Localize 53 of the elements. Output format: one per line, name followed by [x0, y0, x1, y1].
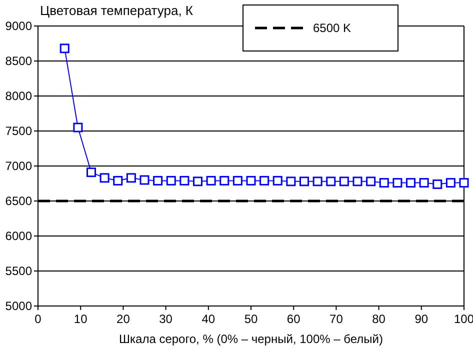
y-tick-label: 5000	[5, 299, 32, 313]
x-tick-label: 60	[286, 312, 301, 326]
point	[300, 176, 309, 186]
y-tick-label: 8000	[5, 89, 32, 103]
legend-label: 6500 K	[313, 21, 352, 35]
x-tick-label: 90	[414, 312, 428, 326]
point	[140, 175, 150, 185]
point	[260, 176, 270, 186]
x-tick-label: 10	[74, 312, 88, 326]
point	[286, 176, 296, 186]
point	[326, 176, 336, 186]
y-tick-label: 6500	[5, 194, 32, 208]
point	[232, 176, 242, 186]
x-tick-label: 0	[34, 312, 42, 326]
x-tick-label: 20	[116, 312, 130, 326]
y-tick-label: 7000	[5, 159, 32, 173]
point	[220, 176, 230, 186]
point	[446, 178, 456, 188]
point	[366, 176, 376, 186]
x-tick-label: 40	[202, 312, 216, 326]
x-tick-label: 80	[372, 312, 386, 326]
y-tick-label: 8500	[5, 54, 32, 68]
point	[406, 178, 416, 188]
point	[100, 173, 110, 183]
point	[60, 44, 70, 54]
point	[113, 176, 123, 186]
point	[153, 176, 163, 186]
point	[459, 178, 469, 188]
point	[126, 173, 136, 183]
point	[379, 178, 389, 188]
point	[193, 176, 202, 186]
point	[180, 176, 190, 186]
point	[339, 176, 349, 186]
x-axis-title: Шкала серого, % (0% – черный, 100% – белый)	[119, 332, 383, 346]
point	[419, 178, 429, 188]
point	[73, 122, 83, 132]
point	[312, 176, 322, 186]
x-tick-label: 30	[159, 312, 173, 326]
point	[272, 176, 282, 186]
point	[86, 168, 96, 178]
x-tick-label: 70	[330, 312, 344, 326]
point	[246, 176, 256, 186]
point	[206, 176, 216, 186]
point	[352, 176, 362, 186]
y-tick-label: 9000	[5, 19, 32, 33]
point	[166, 176, 176, 186]
y-tick-label: 6000	[5, 229, 32, 243]
point	[392, 178, 402, 188]
y-axis-title: Цветовая температура, К	[40, 3, 194, 18]
y-tick-label: 5500	[5, 264, 32, 278]
y-tick-label: 7500	[5, 124, 32, 138]
point	[432, 179, 442, 189]
x-tick-label: 50	[244, 312, 258, 326]
